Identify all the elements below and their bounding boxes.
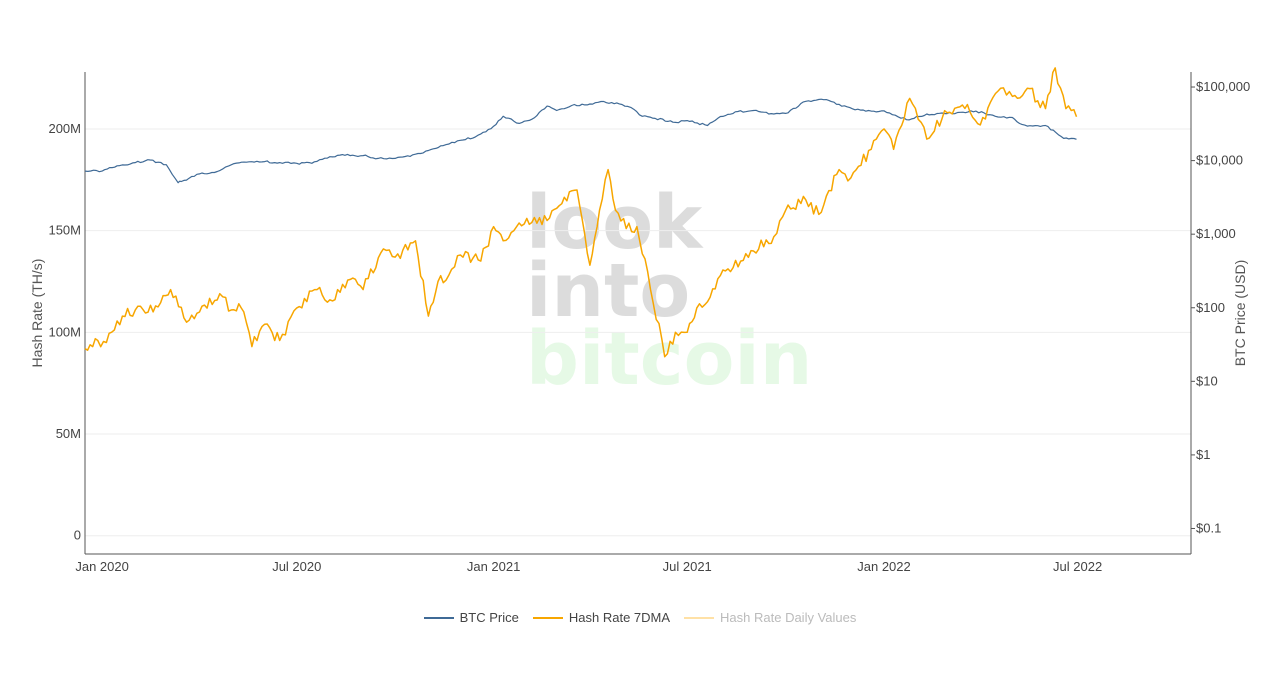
x-tick-label: Jan 2022	[857, 559, 911, 574]
x-tick-label: Jan 2020	[75, 559, 129, 574]
y-left-tick-label: 150M	[48, 223, 81, 238]
series-lines	[84, 67, 1078, 358]
legend-item-hash-rate-daily[interactable]: Hash Rate Daily Values	[684, 610, 856, 625]
right-axis-title: BTC Price (USD)	[1232, 260, 1248, 367]
left-axis-title: Hash Rate (TH/s)	[29, 259, 45, 368]
watermark-word-2: into	[526, 248, 690, 334]
y-right-tick-label: $100	[1196, 300, 1225, 315]
y-left-tick-label: 0	[74, 528, 81, 543]
legend-item-hash-rate-7dma[interactable]: Hash Rate 7DMA	[532, 610, 671, 625]
legend-label-hash-rate-daily: Hash Rate Daily Values	[720, 610, 857, 625]
y-right-tick-label: $0.1	[1196, 520, 1221, 535]
watermark-word-3: bitcoin	[526, 316, 812, 402]
series-line-hash-rate-7dma	[84, 67, 1078, 358]
y-right-tick-label: $100,000	[1196, 79, 1250, 94]
legend: BTC Price Hash Rate 7DMA Hash Rate Daily…	[0, 610, 1280, 625]
y-right-tick-label: $10,000	[1196, 153, 1243, 168]
y-left-tick-label: 200M	[48, 121, 81, 136]
axes	[84, 72, 1192, 555]
watermark-logo: look into bitcoin	[526, 180, 812, 402]
y-right-tick-label: $1	[1196, 447, 1210, 462]
right-tick-labels: $0.1 $1 $10 $100 $1,000 $10,000 $100,000	[1191, 79, 1250, 535]
series-line-btc-price	[84, 98, 1077, 184]
y-left-tick-label: 100M	[48, 324, 81, 339]
x-tick-labels: Jan 2020 Jul 2020 Jan 2021 Jul 2021 Jan 2022…	[75, 559, 1102, 574]
x-tick-label: Jul 2020	[272, 559, 321, 574]
x-tick-label: Jul 2022	[1053, 559, 1102, 574]
y-right-tick-label: $10	[1196, 373, 1218, 388]
legend-label-hash-rate-7dma: Hash Rate 7DMA	[568, 610, 671, 625]
legend-swatch-hash-rate-daily	[684, 616, 715, 619]
x-tick-label: Jul 2021	[663, 559, 712, 574]
legend-label-btc-price: BTC Price	[459, 610, 519, 625]
y-right-tick-label: $1,000	[1196, 226, 1236, 241]
y-left-tick-label: 50M	[56, 426, 81, 441]
x-tick-label: Jan 2021	[467, 559, 521, 574]
watermark-word-1: look	[526, 180, 704, 266]
legend-swatch-btc-price	[423, 616, 454, 619]
gridlines	[85, 128, 1191, 537]
left-tick-labels: 0 50M 100M 150M 200M	[48, 121, 81, 543]
legend-swatch-hash-rate-7dma	[532, 616, 563, 619]
legend-item-btc-price[interactable]: BTC Price	[423, 610, 519, 625]
